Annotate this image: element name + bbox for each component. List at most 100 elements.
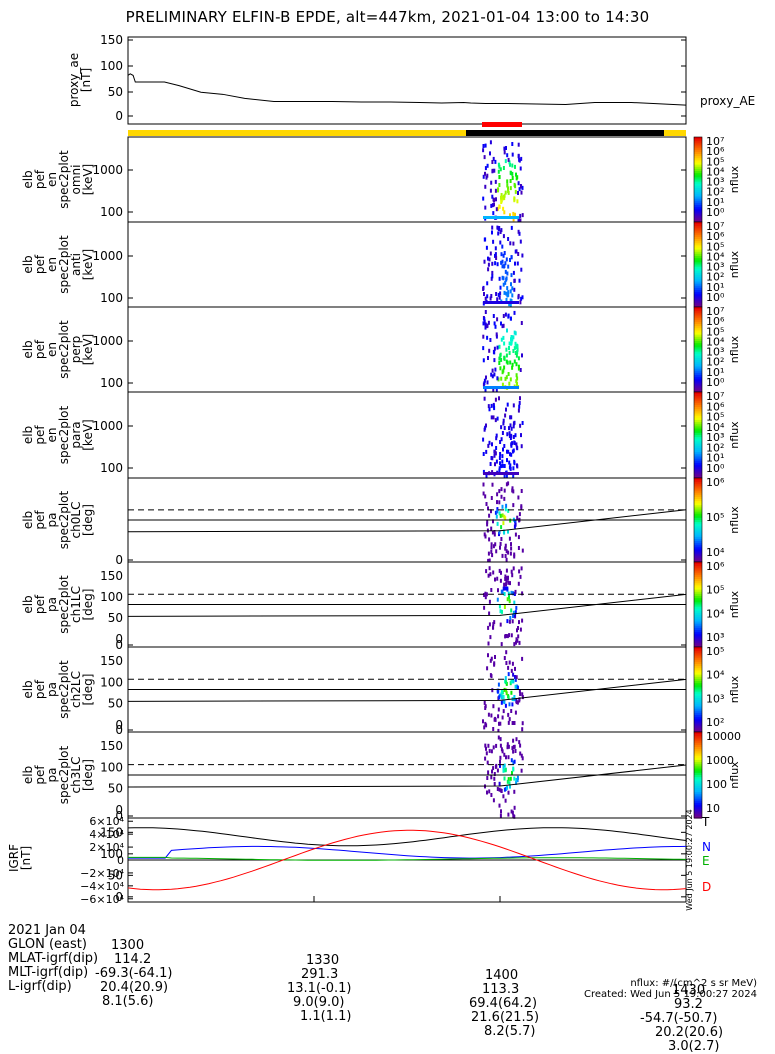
heatmap-cell	[498, 361, 501, 365]
heatmap-cell	[508, 619, 511, 624]
heatmap-cell	[518, 569, 521, 574]
heatmap-cell	[513, 600, 516, 605]
colorbar-segment	[694, 387, 702, 391]
heatmap-cell	[517, 408, 520, 413]
colorbar-segment	[694, 185, 702, 189]
colorbar-segment	[694, 196, 702, 200]
colorbar-segment	[694, 226, 702, 229]
heatmap-cell	[507, 186, 509, 191]
colorbar-segment	[694, 188, 702, 191]
colorbar-tick-label: 10⁰	[706, 462, 725, 475]
heatmap-cell	[506, 293, 509, 298]
heatmap-cell	[485, 723, 488, 728]
orbit-night-bar	[466, 130, 664, 136]
heatmap-cell	[482, 196, 485, 201]
heatmap-cell	[510, 273, 513, 278]
colorbar-segment	[694, 657, 702, 661]
heatmap-cell	[506, 785, 509, 790]
heatmap-cell	[486, 776, 489, 780]
heatmap-cell	[500, 525, 503, 530]
heatmap-cell	[509, 377, 512, 382]
heatmap-cell	[502, 699, 505, 704]
heatmap-cell	[498, 500, 501, 505]
heatmap-cell	[495, 207, 498, 212]
heatmap-cell	[488, 558, 491, 563]
heatmap-cell	[494, 261, 497, 266]
colorbar-segment	[694, 785, 702, 789]
heatmap-cell	[500, 487, 503, 492]
heatmap-cell	[507, 580, 510, 585]
heatmap-cell	[514, 341, 517, 346]
heatmap-cell	[494, 510, 497, 515]
y-tick-label: 0	[115, 553, 123, 567]
colorbar-segment	[694, 664, 702, 667]
y-axis-label: spec2plot	[57, 660, 71, 719]
colorbar-segment	[694, 366, 702, 370]
heatmap-cell	[500, 425, 503, 430]
colorbar-segment	[694, 553, 702, 557]
heatmap-cell	[510, 415, 513, 420]
heatmap-cell	[494, 159, 497, 164]
heatmap-cell	[500, 809, 502, 814]
heatmap-cell	[509, 415, 512, 420]
heatmap-cell	[520, 190, 523, 195]
colorbar-segment	[694, 372, 702, 376]
heatmap-cell	[490, 749, 493, 754]
colorbar-segment	[694, 375, 702, 378]
heatmap-cell	[494, 542, 497, 547]
footer-value: 1.1(1.1)	[300, 1009, 352, 1024]
heatmap-cell	[516, 376, 519, 381]
y-axis-label: [deg]	[81, 674, 95, 706]
heatmap-cell	[511, 619, 514, 624]
heatmap-cell	[513, 721, 516, 725]
colorbar-tick-label: 10²	[706, 271, 724, 284]
heatmap-cell	[511, 163, 514, 168]
colorbar-segment	[694, 674, 702, 678]
heatmap-cell	[509, 360, 512, 365]
colorbar-segment	[694, 591, 702, 595]
heatmap-cell	[511, 449, 514, 454]
colorbar-tick-label: 10⁰	[706, 376, 725, 389]
heatmap-cell	[492, 798, 495, 803]
heatmap-cell	[520, 753, 523, 758]
colorbar-segment	[694, 419, 702, 423]
y-tick-label: 1000	[92, 419, 123, 433]
colorbar-segment	[694, 623, 702, 627]
heatmap-cell	[505, 375, 508, 380]
colorbar-tick-label: 10⁶	[706, 560, 725, 573]
colorbar-tick-label: 10¹	[706, 196, 724, 209]
heatmap-cell	[497, 682, 500, 687]
colorbar-segment	[694, 568, 702, 572]
colorbar-segment	[694, 488, 702, 492]
colorbar-tick-label: 1000	[706, 754, 734, 767]
heatmap-cell	[511, 746, 514, 751]
colorbar-segment	[694, 691, 702, 695]
heatmap-cell	[516, 778, 519, 783]
heatmap-cell	[500, 570, 502, 575]
colorbar-segment	[694, 398, 702, 402]
heatmap-cell	[501, 454, 504, 459]
local-loss-cone-line	[127, 509, 687, 533]
colorbar-segment	[694, 572, 702, 576]
heatmap-cell	[516, 700, 519, 705]
heatmap-cell	[502, 794, 505, 799]
heatmap-cell	[507, 812, 510, 817]
heatmap-cell	[511, 152, 514, 157]
colorbar-segment	[694, 381, 702, 385]
colorbar-segment	[694, 262, 702, 266]
colorbar-tick-label: 10⁴	[706, 669, 725, 682]
colorbar-segment	[694, 211, 702, 215]
colorbar-segment	[694, 632, 702, 635]
heatmap-cell	[516, 261, 519, 266]
heatmap-cell	[484, 325, 487, 330]
y-tick-label: 150	[100, 739, 123, 753]
y-tick-label: 100	[100, 376, 123, 390]
heatmap-cell	[512, 403, 515, 408]
heatmap-cell	[499, 609, 502, 614]
heatmap-cell	[512, 767, 515, 772]
local-loss-cone-line	[127, 678, 687, 702]
heatmap-cell	[499, 461, 501, 466]
heatmap-cell	[500, 789, 503, 793]
heatmap-cell	[486, 163, 489, 168]
heatmap-cell	[499, 755, 502, 760]
